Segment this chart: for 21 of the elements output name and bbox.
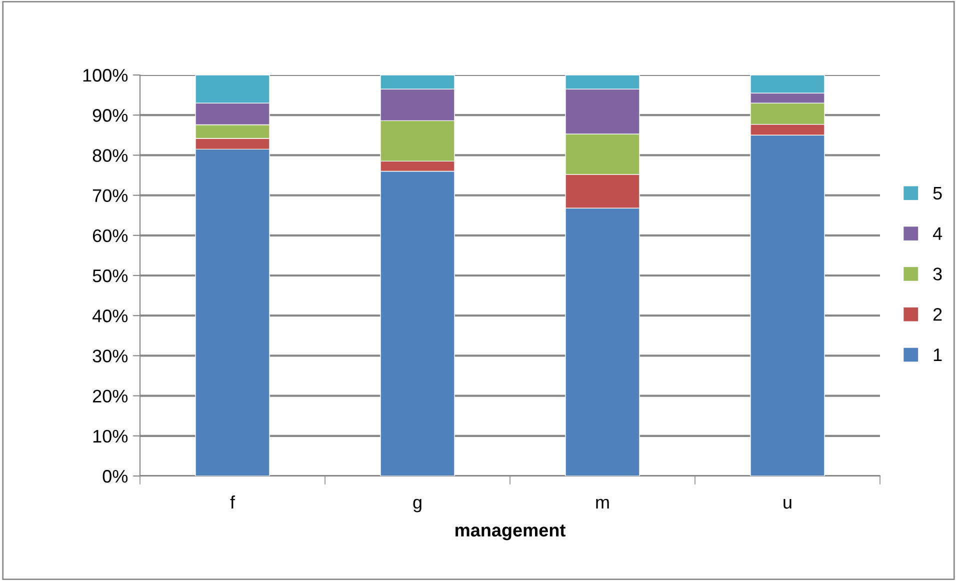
legend-label: 5: [933, 186, 942, 200]
y-tick-label: 0%: [102, 470, 128, 483]
y-tick-label: 50%: [92, 269, 128, 282]
x-tick-label: u: [784, 498, 792, 509]
legend-label: 4: [932, 227, 942, 240]
y-tick-label: 40%: [92, 310, 128, 322]
x-tick-label: f: [230, 495, 236, 509]
y-tick-label: 60%: [92, 229, 128, 242]
y-tick-label: 90%: [92, 109, 128, 122]
y-tick-label: 20%: [92, 390, 128, 403]
x-tick-label: m: [596, 498, 609, 509]
x-tick-label: g: [413, 498, 422, 512]
y-tick-label: 70%: [92, 189, 128, 202]
y-tick-label: 100%: [83, 68, 128, 82]
y-tick-label: 10%: [93, 430, 128, 443]
y-tick-label: 30%: [92, 350, 128, 362]
y-tick-label: 80%: [92, 149, 128, 162]
x-axis-title: management: [456, 524, 566, 540]
legend-label: 1: [934, 348, 942, 362]
legend-label: 3: [933, 268, 942, 280]
legend-label: 2: [933, 308, 942, 321]
